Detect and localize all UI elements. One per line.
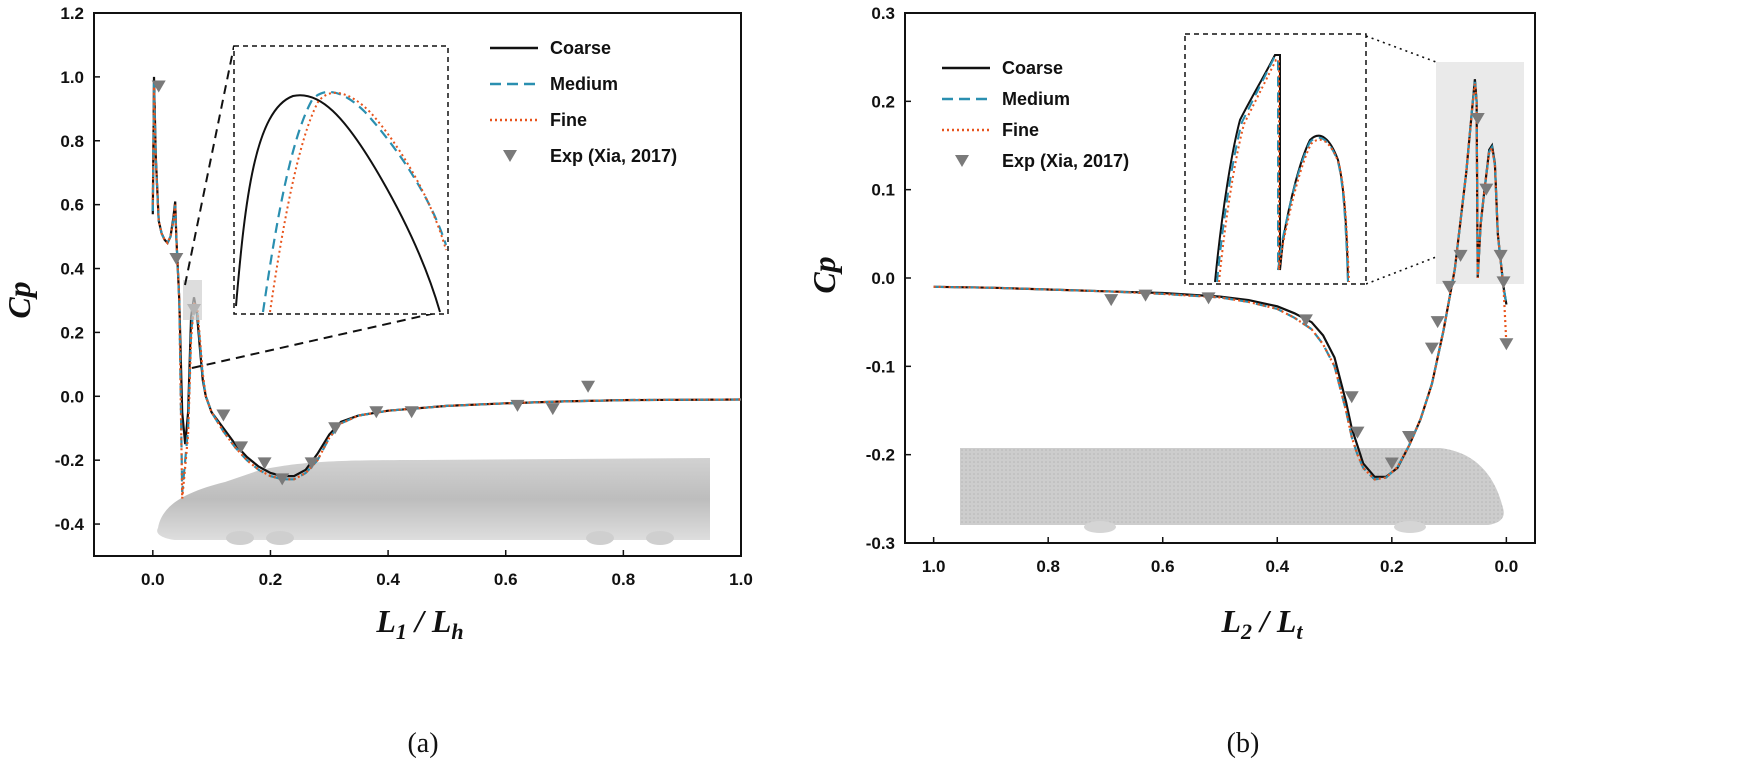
inset-b-fine-line: [1218, 59, 1350, 283]
x-tick-label: 1.0: [922, 557, 946, 576]
ticks-a: 0.0 0.2 0.4 0.6 0.8 1.0 -0.4 -0.2 0.0 0.2 0.4 0.6 0.…: [55, 4, 753, 589]
exp-data-point: [510, 399, 525, 412]
y-tick-label: -0.4: [55, 515, 85, 534]
exp-data-point: [1424, 342, 1439, 355]
x-tick-label: 0.0: [141, 570, 165, 589]
inset-b: [1184, 33, 1367, 285]
x-tick-label: 0.2: [259, 570, 283, 589]
exp-data-point: [1499, 338, 1514, 351]
inset-a-medium-line: [261, 90, 448, 313]
exp-data-point: [1430, 316, 1445, 329]
y-tick-label: -0.2: [866, 446, 895, 465]
x-tick-label: 0.4: [376, 570, 400, 589]
xlabel-a: L1 / Lh: [375, 603, 463, 644]
exp-data-point: [257, 457, 272, 470]
y-tick-label: 0.8: [60, 132, 84, 151]
y-tick-label: 0.2: [871, 92, 895, 111]
inset-b-medium-line: [1216, 57, 1349, 283]
legend-label: Fine: [1002, 120, 1039, 140]
exp-data-point: [1201, 292, 1216, 305]
exp-data-point: [1402, 431, 1416, 443]
legend-b: Coarse Medium Fine Exp (Xia, 2017): [942, 58, 1129, 171]
xlabel-b: L2 / Lt: [1220, 603, 1303, 644]
series-b: [933, 79, 1514, 481]
x-tick-label: 0.6: [494, 570, 518, 589]
legend-label: Exp (Xia, 2017): [550, 146, 677, 166]
exp-data-point: [1470, 113, 1485, 125]
y-tick-label: -0.2: [55, 451, 84, 470]
y-tick-label: 0.3: [871, 4, 895, 23]
fine-series-line: [933, 83, 1508, 481]
legend-a: Coarse Medium Fine Exp (Xia, 2017): [490, 38, 677, 166]
y-tick-label: 0.2: [60, 323, 84, 342]
x-tick-label: 0.6: [1151, 557, 1175, 576]
zoom-connector-b1: [1365, 35, 1437, 63]
fine-series-line: [151, 86, 742, 499]
legend-label: Medium: [1002, 89, 1070, 109]
legend-label: Fine: [550, 110, 587, 130]
legend-marker: [955, 155, 969, 167]
exp-data-point: [1479, 183, 1494, 196]
plot-frame-a: [93, 12, 742, 557]
exp-data-point: [169, 252, 184, 265]
y-tick-label: 0.6: [60, 196, 84, 215]
y-tick-label: 1.2: [60, 4, 84, 23]
y-tick-label: -0.1: [866, 357, 895, 376]
exp-data-point: [404, 406, 419, 419]
exp-data-point: [1350, 426, 1365, 439]
exp-data-point: [369, 406, 384, 419]
legend-label: Coarse: [1002, 58, 1063, 78]
panel-label-b: (b): [1227, 728, 1260, 759]
exp-data-point: [1104, 294, 1119, 307]
y-tick-label: 1.0: [60, 68, 84, 87]
exp-data-point: [1384, 457, 1399, 470]
exp-data-point: [1298, 314, 1313, 327]
legend-label: Medium: [550, 74, 618, 94]
exp-data-point: [1453, 249, 1468, 262]
exp-data-point: [216, 409, 231, 422]
exp-data-point: [1496, 276, 1511, 289]
x-tick-label: 0.8: [1036, 557, 1060, 576]
exp-data-point: [151, 80, 166, 93]
exp-data-point: [581, 380, 596, 393]
inset-a: [233, 45, 449, 315]
exp-data-point: [304, 457, 319, 470]
x-tick-label: 0.8: [612, 570, 636, 589]
zoom-connector-a1: [184, 45, 235, 286]
ylabel-a: Cp: [1, 281, 37, 318]
panel-b: 1.0 0.8 0.6 0.4 0.2 0.0 -0.3 -0.2 -0.1 0.0 0.1 0.2 0…: [806, 4, 1536, 759]
exp-data-point: [1442, 280, 1457, 293]
exp-data-point: [328, 422, 343, 435]
train-tail-image: [960, 448, 1504, 533]
y-tick-label: -0.3: [866, 534, 895, 553]
zoom-connector-b2: [1365, 256, 1437, 285]
exp-data-point: [1138, 289, 1153, 302]
zoom-region-a: [183, 280, 202, 320]
inset-a-coarse-line: [235, 94, 441, 313]
y-tick-label: 0.1: [871, 181, 895, 200]
x-tick-label: 0.0: [1495, 557, 1519, 576]
y-tick-label: 0.0: [60, 387, 84, 406]
exp-data-point: [545, 403, 560, 416]
x-tick-label: 0.2: [1380, 557, 1404, 576]
exp-data-point: [1493, 249, 1508, 262]
legend-label: Coarse: [550, 38, 611, 58]
panel-label-a: (a): [407, 728, 438, 759]
exp-data-point: [275, 473, 290, 486]
x-tick-label: 0.4: [1265, 557, 1289, 576]
ylabel-b: Cp: [806, 256, 842, 293]
legend-marker: [503, 150, 517, 162]
x-tick-label: 1.0: [729, 570, 753, 589]
ticks-b: 1.0 0.8 0.6 0.4 0.2 0.0 -0.3 -0.2 -0.1 0.0 0.1 0.2 0…: [866, 4, 1518, 576]
y-tick-label: 0.4: [60, 260, 84, 279]
inset-a-fine-line: [269, 92, 447, 313]
train-nose-image: [157, 458, 710, 545]
legend-label: Exp (Xia, 2017): [1002, 151, 1129, 171]
exp-data-point: [1344, 391, 1359, 404]
zoom-connector-a2: [191, 311, 441, 369]
panel-a: 0.0 0.2 0.4 0.6 0.8 1.0 -0.4 -0.2 0.0 0.2 0.4 0.6 0.…: [1, 4, 753, 759]
exp-data-point: [234, 441, 249, 454]
y-tick-label: 0.0: [871, 269, 895, 288]
